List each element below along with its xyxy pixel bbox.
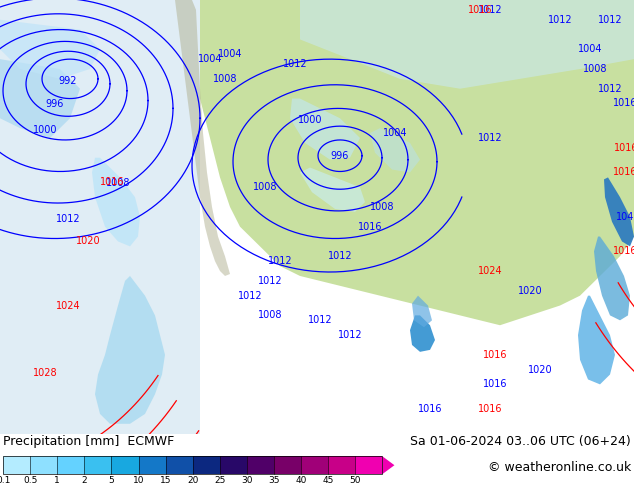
Bar	[30, 456, 57, 474]
Text: 1020: 1020	[75, 237, 100, 246]
Text: 1008: 1008	[253, 182, 277, 192]
Bar	[220, 456, 247, 474]
Polygon shape	[370, 128, 420, 172]
Polygon shape	[290, 98, 360, 160]
Bar	[3, 456, 382, 474]
Text: 1016: 1016	[612, 246, 634, 256]
Text: 1004: 1004	[217, 49, 242, 59]
Text: 1012: 1012	[257, 276, 282, 286]
Polygon shape	[0, 0, 200, 434]
Text: 1016: 1016	[482, 379, 507, 390]
Text: 1028: 1028	[33, 368, 57, 377]
Text: 2: 2	[82, 476, 87, 486]
Text: 1000: 1000	[33, 125, 57, 135]
Text: 20: 20	[187, 476, 198, 486]
Text: 1012: 1012	[328, 251, 353, 261]
Bar	[328, 456, 355, 474]
Text: 1016: 1016	[614, 143, 634, 153]
Text: 1020: 1020	[527, 365, 552, 374]
Text: 35: 35	[268, 476, 280, 486]
Polygon shape	[95, 276, 165, 424]
Text: 1008: 1008	[583, 64, 607, 74]
Polygon shape	[300, 168, 365, 212]
Polygon shape	[578, 295, 615, 384]
Polygon shape	[300, 0, 634, 89]
Text: 1024: 1024	[477, 266, 502, 276]
Text: 1012: 1012	[338, 330, 362, 340]
Text: 1008: 1008	[258, 310, 282, 320]
Text: 1016: 1016	[482, 350, 507, 360]
Text: 1004: 1004	[198, 54, 223, 64]
Text: 30: 30	[241, 476, 252, 486]
Text: 992: 992	[59, 76, 77, 86]
Bar	[355, 456, 382, 474]
Polygon shape	[180, 0, 634, 325]
Text: 0.1: 0.1	[0, 476, 10, 486]
Bar	[139, 456, 165, 474]
Bar	[165, 456, 193, 474]
Bar	[3, 456, 30, 474]
Bar	[301, 456, 328, 474]
Text: 40: 40	[295, 476, 307, 486]
Text: 1012: 1012	[598, 15, 623, 24]
Polygon shape	[412, 295, 432, 327]
Text: 1008: 1008	[106, 178, 130, 188]
Polygon shape	[382, 456, 394, 474]
Bar	[274, 456, 301, 474]
Text: 996: 996	[46, 99, 64, 109]
Text: 1012: 1012	[238, 291, 262, 301]
Text: 5: 5	[108, 476, 114, 486]
Bar	[84, 456, 112, 474]
Text: 10: 10	[133, 476, 145, 486]
Text: 996: 996	[331, 151, 349, 161]
Polygon shape	[0, 59, 80, 138]
Bar	[247, 456, 274, 474]
Text: 1: 1	[55, 476, 60, 486]
Text: 50: 50	[349, 476, 361, 486]
Polygon shape	[410, 316, 435, 352]
Text: 1012: 1012	[268, 256, 292, 266]
Text: 1012: 1012	[56, 214, 81, 224]
Text: 25: 25	[214, 476, 226, 486]
Polygon shape	[0, 0, 200, 434]
Polygon shape	[0, 20, 100, 79]
Text: 1012: 1012	[307, 315, 332, 325]
Text: 1012: 1012	[598, 84, 623, 94]
Polygon shape	[594, 237, 630, 320]
Text: Precipitation [mm]  ECMWF: Precipitation [mm] ECMWF	[3, 435, 174, 448]
Text: 1016: 1016	[612, 98, 634, 108]
Text: 1012: 1012	[477, 5, 502, 15]
Text: 1016: 1016	[100, 177, 124, 187]
Text: 1020: 1020	[518, 286, 542, 296]
Text: © weatheronline.co.uk: © weatheronline.co.uk	[488, 461, 631, 474]
Text: 1004: 1004	[383, 128, 407, 138]
Bar	[57, 456, 84, 474]
Text: 1008: 1008	[370, 202, 394, 212]
Text: 1008: 1008	[213, 74, 237, 84]
Text: 1016: 1016	[612, 168, 634, 177]
Polygon shape	[180, 0, 634, 148]
Text: 1024: 1024	[56, 300, 81, 311]
Text: 45: 45	[323, 476, 333, 486]
Polygon shape	[604, 177, 634, 246]
Text: Sa 01-06-2024 03..06 UTC (06+24): Sa 01-06-2024 03..06 UTC (06+24)	[410, 435, 631, 448]
Polygon shape	[92, 158, 140, 246]
Text: 1016: 1016	[468, 5, 492, 15]
Text: 1012: 1012	[283, 59, 307, 69]
Text: 15: 15	[160, 476, 171, 486]
Text: 1016: 1016	[478, 404, 502, 414]
Text: 1042: 1042	[616, 212, 634, 222]
Polygon shape	[175, 0, 230, 276]
Text: 1016: 1016	[418, 404, 443, 414]
Text: 1012: 1012	[548, 15, 573, 24]
Text: 1016: 1016	[358, 221, 382, 232]
Bar	[193, 456, 220, 474]
Text: 1012: 1012	[477, 133, 502, 143]
Text: 1000: 1000	[298, 115, 322, 125]
Text: 0.5: 0.5	[23, 476, 37, 486]
Bar	[112, 456, 139, 474]
Text: 1004: 1004	[578, 44, 602, 54]
